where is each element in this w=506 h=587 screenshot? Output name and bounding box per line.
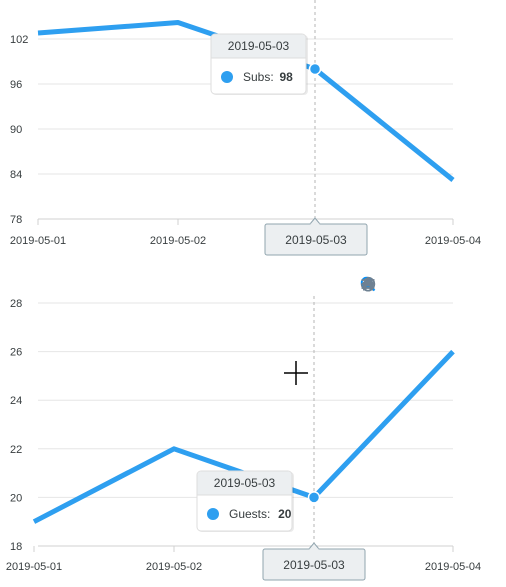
- x-tick-label: 2019-05-01: [6, 561, 62, 573]
- chart-1: 78 84 90 96 102 2019-05-01 2019-05-02 2019-05-0…: [10, 0, 481, 256]
- tooltip-series-label: Guests:: [229, 507, 270, 521]
- y-tick-label: 84: [10, 169, 22, 181]
- crosshair-x-label: 2019-05-03: [264, 217, 368, 256]
- tooltip: 2019-05-03 Subs: 98: [210, 33, 308, 95]
- x-tick-label: 2019-05-04: [425, 235, 481, 247]
- hover-marker: [307, 491, 321, 504]
- crosshair-x-label: 2019-05-03: [262, 542, 366, 581]
- menu-icon[interactable]: [361, 276, 490, 296]
- home-reset-icon[interactable]: [361, 276, 468, 296]
- zoom-selection-icon[interactable]: [360, 276, 424, 296]
- pan-hand-icon[interactable]: [361, 276, 446, 296]
- tooltip-title: 2019-05-03: [228, 39, 290, 53]
- y-tick-label: 78: [10, 214, 22, 226]
- y-tick-label: 28: [10, 298, 22, 310]
- tooltip: 2019-05-03 Guests: 20: [196, 470, 294, 532]
- zoom-out-icon[interactable]: [360, 276, 402, 296]
- tooltip-header: [211, 34, 306, 58]
- y-tick-label: 96: [10, 79, 22, 91]
- hover-marker: [308, 62, 322, 76]
- x-tick-label: 2019-05-01: [10, 235, 66, 247]
- crosshair-label-join: [309, 548, 319, 551]
- crosshair-label-text: 2019-05-03: [283, 558, 345, 572]
- y-tick-label: 18: [10, 541, 22, 553]
- chart-2: 18 20 22 24 26 28 2019-05-01 2019-05-02 2019-05-…: [6, 296, 481, 581]
- crosshair-label-text: 2019-05-03: [285, 233, 347, 247]
- crosshair-label-join: [310, 223, 320, 226]
- y-tick-label: 22: [10, 444, 22, 456]
- mouse-crosshair-cursor: [284, 361, 308, 385]
- tooltip-title: 2019-05-03: [214, 476, 276, 490]
- y-tick-label: 90: [10, 124, 22, 136]
- tooltip-header: [197, 471, 292, 495]
- tooltip-series-value: 98: [280, 70, 294, 84]
- x-tick-label: 2019-05-04: [425, 561, 481, 573]
- tooltip-series-marker: [207, 508, 219, 520]
- tooltip-series-marker: [221, 71, 233, 83]
- y-tick-label: 20: [10, 492, 22, 504]
- y-tick-label: 26: [10, 347, 22, 359]
- tooltip-series-label: Subs:: [243, 70, 274, 84]
- chart-toolbar: [360, 276, 490, 296]
- tooltip-series-value: 20: [278, 507, 292, 521]
- y-tick-label: 102: [10, 34, 28, 46]
- y-tick-label: 24: [10, 395, 22, 407]
- x-tick-label: 2019-05-02: [146, 561, 202, 573]
- x-tick-label: 2019-05-02: [150, 235, 206, 247]
